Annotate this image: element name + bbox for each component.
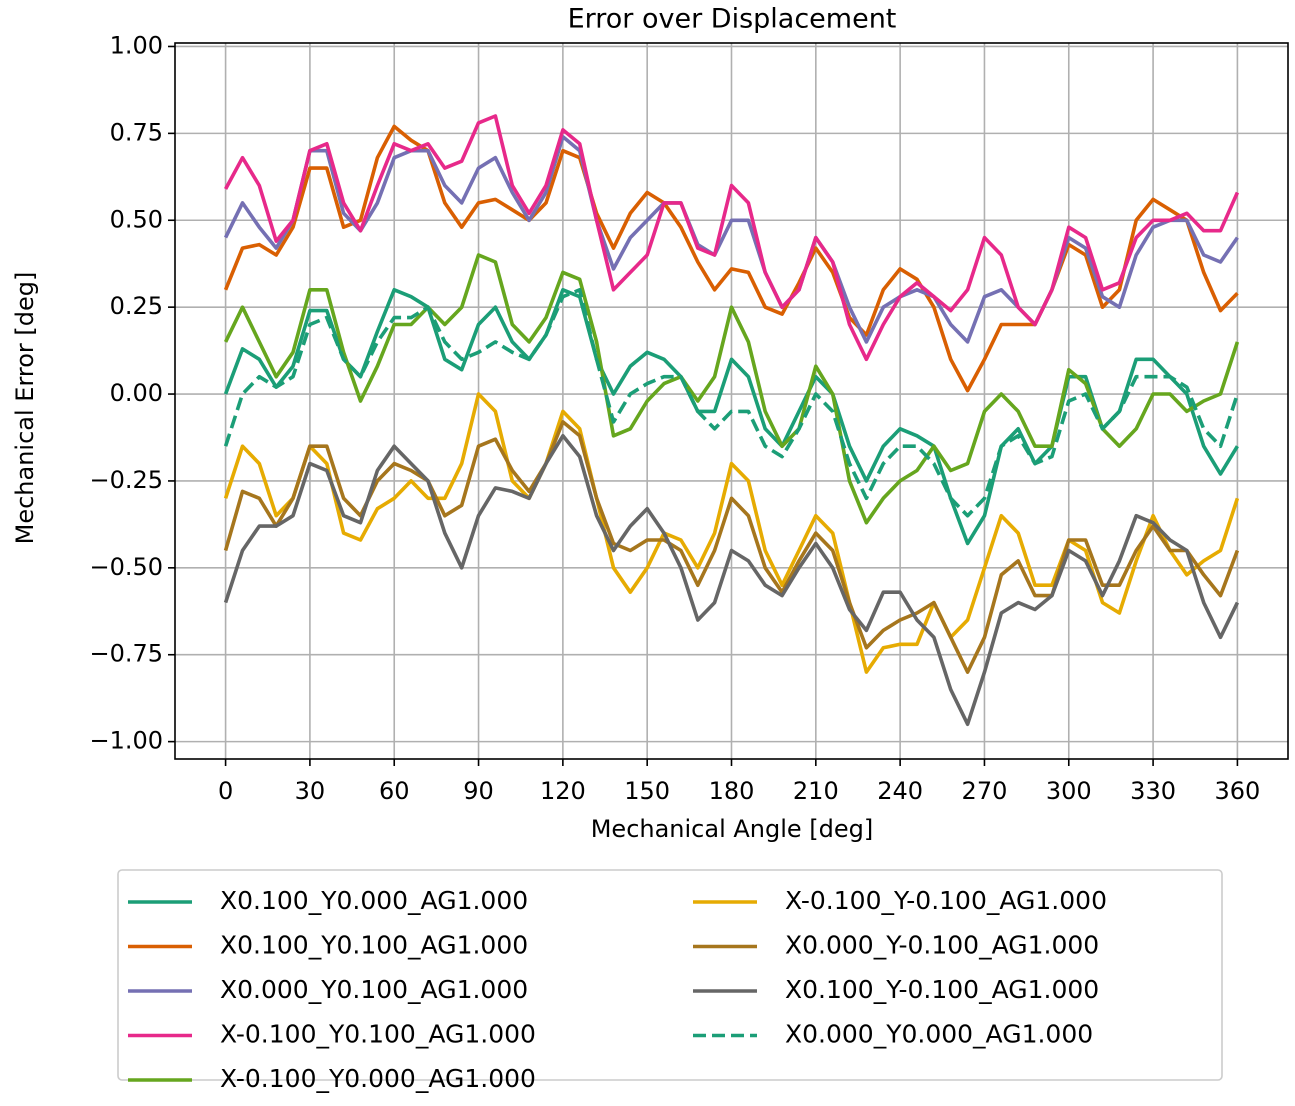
x-tick-label: 0 (218, 777, 233, 805)
legend-label: X-0.100_Y0.100_AG1.000 (220, 1020, 536, 1049)
x-tick-label: 120 (540, 777, 586, 805)
legend-label: X-0.100_Y0.000_AG1.000 (220, 1064, 536, 1093)
y-tick-label: 1.00 (110, 31, 163, 59)
x-tick-label: 90 (463, 777, 494, 805)
legend-label: X0.100_Y0.100_AG1.000 (220, 931, 528, 960)
legend-label: X-0.100_Y-0.100_AG1.000 (785, 886, 1107, 915)
series-line (223, 420, 1240, 674)
series-line (223, 253, 1240, 525)
y-tick-label: 0.50 (110, 205, 163, 233)
y-tick-label: −0.25 (89, 466, 163, 494)
x-tick-label: 270 (962, 777, 1008, 805)
y-tick-label: −0.50 (89, 553, 163, 581)
x-tick-label: 150 (624, 777, 670, 805)
legend-label: X0.000_Y0.000_AG1.000 (785, 1020, 1093, 1049)
series-line (223, 434, 1240, 726)
chart-title: Error over Displacement (568, 4, 897, 35)
y-tick-label: −0.75 (89, 640, 163, 668)
legend-box (117, 869, 1223, 1081)
legend-label: X0.100_Y0.000_AG1.000 (220, 886, 528, 915)
x-tick-label: 240 (877, 777, 923, 805)
y-axis-label: Mechanical Error [deg] (11, 272, 39, 545)
x-tick-label: 60 (379, 777, 410, 805)
series-line (224, 114, 1240, 362)
x-tick-label: 180 (709, 777, 755, 805)
x-tick-label: 300 (1046, 777, 1092, 805)
series-line (223, 135, 1239, 344)
legend-label: X0.000_Y0.100_AG1.000 (220, 975, 528, 1004)
y-tick-label: −1.00 (89, 727, 163, 755)
x-tick-label: 210 (793, 777, 839, 805)
x-axis-label: Mechanical Angle [deg] (591, 815, 874, 843)
legend-label: X0.100_Y-0.100_AG1.000 (785, 975, 1099, 1004)
series-line (223, 124, 1239, 393)
y-tick-label: 0.75 (110, 118, 163, 146)
legend: X0.100_Y0.000_AG1.000 X0.100_Y0.100_AG1.0… (117, 869, 1223, 1093)
series-line (223, 288, 1240, 518)
plot-lines (223, 114, 1240, 726)
x-tick-label: 360 (1215, 777, 1261, 805)
y-tick-label: 0.25 (110, 292, 163, 320)
y-tick-label: 0.00 (110, 379, 163, 407)
x-tick-label: 30 (295, 777, 326, 805)
x-tick-label: 330 (1130, 777, 1176, 805)
legend-label: X0.000_Y-0.100_AG1.000 (785, 931, 1099, 960)
